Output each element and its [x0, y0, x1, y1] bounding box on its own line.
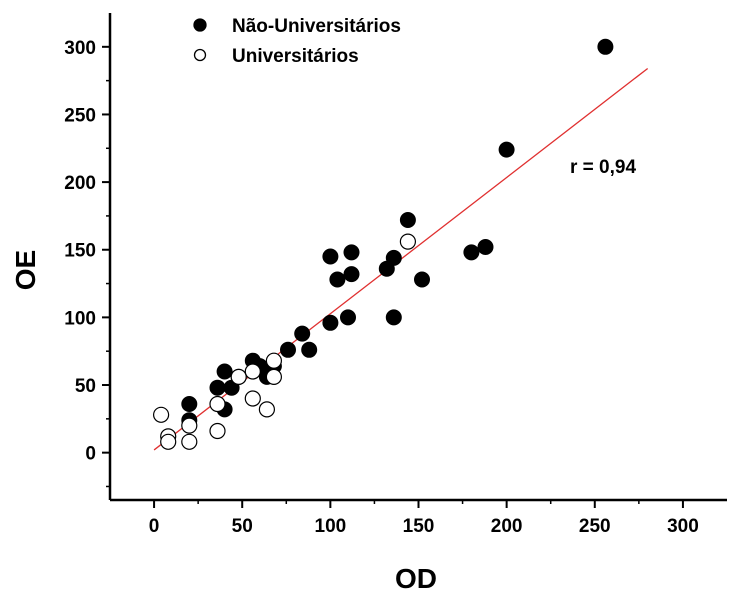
- data-point-universitarios: [244, 363, 261, 380]
- x-tick-label: 250: [579, 516, 611, 537]
- data-point-universitarios: [153, 406, 170, 423]
- data-point-nao-universitarios: [597, 38, 614, 55]
- data-point-nao-universitarios: [498, 141, 515, 158]
- y-tick-label: 250: [64, 105, 96, 126]
- data-point-nao-universitarios: [414, 271, 430, 288]
- data-point-universitarios: [265, 368, 282, 385]
- data-point-universitarios: [230, 368, 247, 385]
- data-point-universitarios: [265, 352, 282, 369]
- data-point-universitarios: [160, 433, 177, 450]
- y-tick-label: 100: [64, 308, 96, 329]
- data-point-nao-universitarios: [343, 244, 360, 261]
- data-point-nao-universitarios: [181, 396, 198, 412]
- x-axis-label: OD: [395, 563, 437, 594]
- x-tick-label: 50: [232, 516, 253, 537]
- data-point-universitarios: [258, 401, 275, 418]
- x-tick-label: 150: [403, 516, 435, 537]
- data-point-nao-universitarios: [209, 379, 226, 396]
- data-point-nao-universitarios: [322, 314, 339, 331]
- data-point-nao-universitarios: [280, 341, 296, 358]
- data-point-universitarios: [209, 395, 226, 413]
- x-tick-label: 300: [667, 516, 699, 537]
- data-point-universitarios: [181, 417, 198, 434]
- x-tick-label: 100: [315, 516, 347, 537]
- x-tick-label: 0: [149, 516, 160, 537]
- data-point-nao-universitarios: [385, 249, 402, 266]
- legend-label: Universitários: [232, 46, 359, 67]
- y-tick-label: 0: [85, 444, 96, 465]
- y-tick-label: 300: [64, 38, 96, 59]
- data-point-nao-universitarios: [216, 363, 233, 380]
- y-tick-label: 200: [64, 173, 96, 194]
- data-point-universitarios: [209, 422, 226, 440]
- data-point-nao-universitarios: [301, 341, 318, 358]
- data-point-nao-universitarios: [463, 244, 480, 261]
- y-axis-label: OE: [10, 250, 41, 290]
- y-tick-label: 150: [64, 241, 96, 262]
- data-point-universitarios: [399, 233, 416, 250]
- data-point-nao-universitarios: [399, 212, 416, 228]
- data-point-universitarios: [244, 390, 261, 407]
- data-point-nao-universitarios: [477, 239, 494, 255]
- legend-label: Não-Universitários: [232, 16, 401, 37]
- data-point-nao-universitarios: [322, 248, 339, 265]
- y-tick-label: 50: [75, 376, 96, 397]
- x-tick-label: 200: [491, 516, 523, 537]
- legend-marker: [193, 48, 207, 62]
- data-point-nao-universitarios: [329, 271, 346, 288]
- data-point-universitarios: [181, 433, 198, 450]
- data-point-nao-universitarios: [385, 309, 402, 326]
- data-point-nao-universitarios: [343, 266, 360, 283]
- data-point-nao-universitarios: [340, 309, 356, 326]
- correlation-annotation: r = 0,94: [570, 157, 636, 178]
- legend-marker: [193, 18, 207, 32]
- data-point-nao-universitarios: [294, 325, 311, 342]
